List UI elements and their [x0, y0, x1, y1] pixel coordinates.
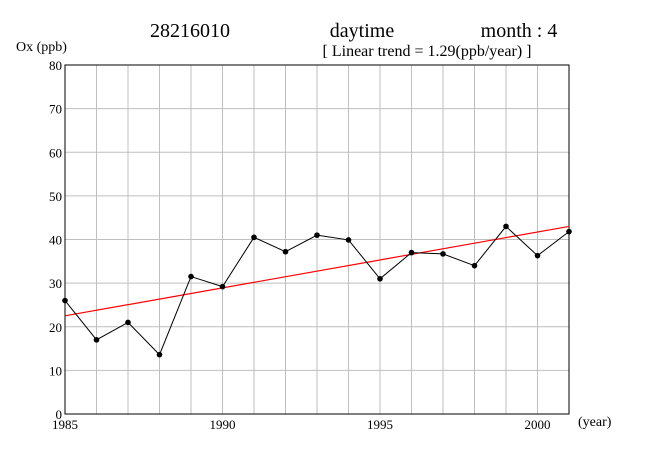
- x-axis-label: (year): [578, 415, 612, 430]
- x-ticks: 1985 1990 1995 2000: [52, 417, 551, 432]
- data-points: [62, 223, 572, 358]
- station-title: 28216010: [150, 20, 230, 42]
- data-point: [93, 337, 100, 343]
- y-tick-label: 10: [49, 363, 62, 378]
- data-point: [471, 262, 478, 269]
- y-tick-label: 50: [49, 189, 62, 204]
- data-point: [125, 319, 131, 326]
- y-ticks: 0 10 20 30 40 50 60 70 80: [49, 58, 62, 422]
- data-point: [534, 252, 541, 259]
- data-point: [503, 223, 509, 230]
- data-point: [282, 248, 289, 255]
- data-point: [62, 297, 68, 304]
- y-tick-label: 20: [49, 320, 62, 335]
- trend-line: [64, 225, 570, 317]
- data-point: [345, 237, 352, 243]
- period-title: daytime: [330, 20, 395, 42]
- data-point: [440, 251, 446, 257]
- trend-subtitle: [ Linear trend = 1.29(ppb/year) ]: [323, 43, 532, 60]
- month-title: month : 4: [481, 20, 558, 42]
- data-point: [314, 232, 320, 238]
- data-point: [156, 351, 163, 358]
- y-axis-label: Ox (ppb): [16, 40, 67, 55]
- x-tick-label: 2000: [525, 417, 551, 432]
- data-point: [219, 283, 226, 290]
- y-tick-label: 70: [49, 102, 62, 117]
- plot-frame: [64, 64, 570, 415]
- y-tick-label: 40: [49, 233, 62, 248]
- y-tick-label: 60: [49, 145, 62, 160]
- data-point: [251, 234, 257, 241]
- data-point: [188, 273, 194, 280]
- x-tick-label: 1995: [367, 417, 393, 432]
- data-point: [566, 228, 572, 235]
- x-tick-label: 1990: [210, 417, 236, 432]
- data-point: [408, 249, 415, 256]
- data-point: [377, 275, 383, 282]
- y-tick-label: 30: [49, 276, 62, 291]
- x-tick-label: 1985: [52, 417, 78, 432]
- y-tick-label: 0: [56, 407, 63, 422]
- y-tick-label: 80: [49, 58, 62, 73]
